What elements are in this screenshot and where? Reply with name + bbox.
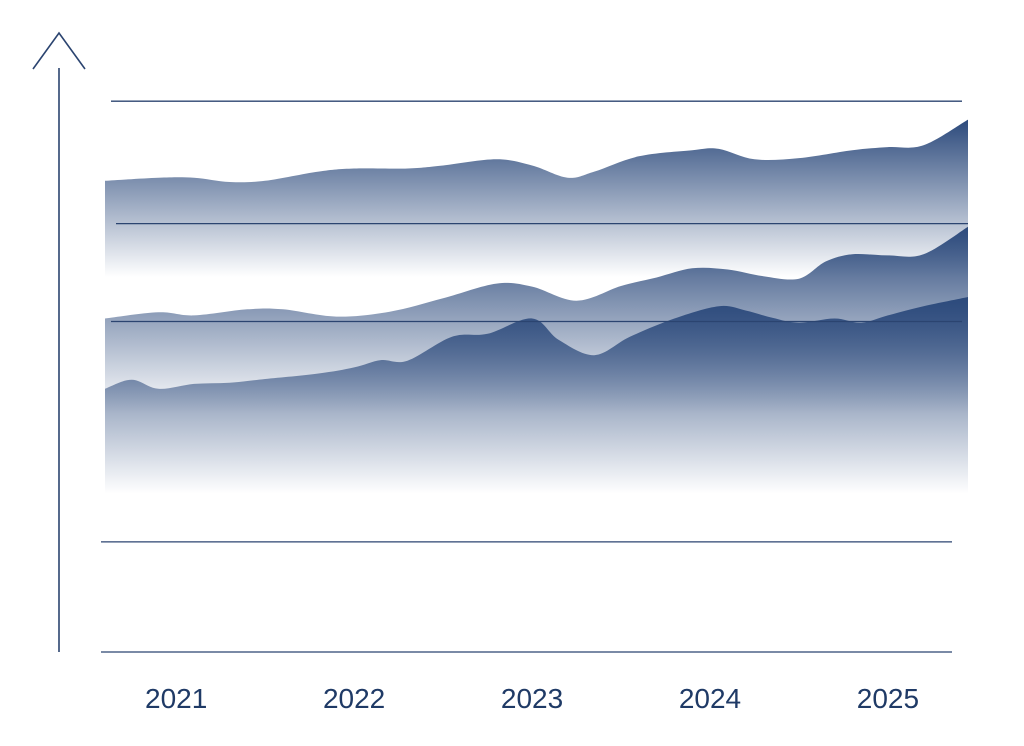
area-layer [105,119,968,494]
area-series-3 [105,297,968,494]
x-tick-label: 2022 [323,683,385,714]
x-tick-label: 2024 [679,683,741,714]
y-axis-arrow-icon [32,31,86,70]
x-tick-label: 2021 [145,683,207,714]
area-series-1 [105,119,968,277]
x-axis-ticks: 2021 2022 2023 2024 2025 [145,683,919,714]
x-tick-label: 2023 [501,683,563,714]
y-axis [32,31,86,652]
x-tick-label: 2025 [857,683,919,714]
grid-layer [101,100,968,653]
